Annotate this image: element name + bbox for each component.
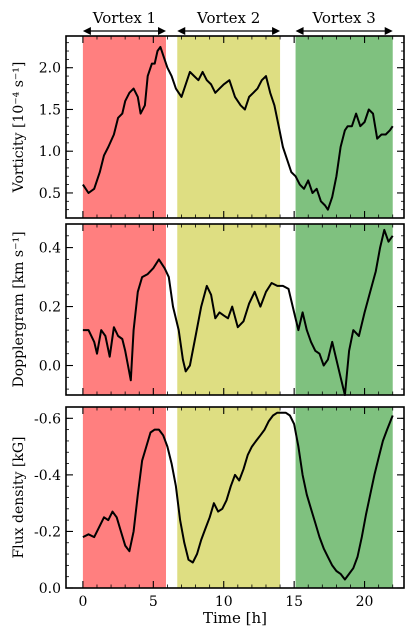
y-tick-label: 2.0 — [39, 61, 61, 77]
vortex-arrowhead-right-2 — [272, 27, 281, 35]
plot-frame — [65, 223, 405, 396]
y-axis-label: Vorticity [10⁻⁴ s⁻¹] — [11, 62, 27, 194]
vortex-band-2 — [177, 36, 281, 218]
vortex-label-3: Vortex 3 — [311, 9, 375, 27]
x-tick-label: 20 — [356, 594, 374, 610]
vortex-arrowhead-right-3 — [384, 27, 393, 35]
vortex-arrowhead-right-1 — [157, 27, 166, 35]
y-tick-label: -0.4 — [34, 468, 61, 484]
series-line-dopplergram — [82, 228, 394, 396]
plot-frame — [65, 35, 405, 219]
x-tick-label: 15 — [285, 594, 303, 610]
x-tick-label: 10 — [215, 594, 233, 610]
series-line-vorticity — [82, 45, 394, 211]
y-axis-label: Dopplergram [km s⁻¹] — [11, 231, 27, 387]
vortex-band-3 — [295, 407, 393, 588]
y-tick-label: 0.2 — [39, 300, 61, 316]
panel-dopplergram: 0.0 0.2 0.4 Dopplergram [km s⁻¹] — [11, 223, 405, 396]
y-tick-label: 0.0 — [39, 359, 61, 375]
vortex-labels: Vortex 1 Vortex 2 Vortex 3 — [82, 9, 393, 35]
y-tick-label: 0.5 — [39, 186, 61, 202]
panel-vorticity: 0.5 1.0 1.5 2.0 Vorticity [10⁻⁴ s⁻¹] — [11, 35, 405, 219]
vortex-arrowhead-left-3 — [295, 27, 304, 35]
y-tick-label: 1.0 — [39, 144, 61, 160]
x-axis-label: Time [h] — [203, 609, 267, 627]
x-tick-label: 0 — [78, 594, 87, 610]
plot-frame — [65, 406, 405, 589]
y-tick-label: -0.6 — [34, 411, 61, 427]
panel-flux-density: 0.0 -0.2 -0.4 -0.6 0 5 10 15 20 Flux density [kG] — [11, 406, 405, 610]
vortex-band-1 — [82, 407, 166, 588]
vortex-arrowhead-left-2 — [177, 27, 186, 35]
y-tick-label: 0.0 — [39, 581, 61, 597]
vortex-label-2: Vortex 2 — [196, 9, 260, 27]
vortex-arrowhead-left-1 — [82, 27, 91, 35]
y-tick-label: 0.4 — [39, 241, 61, 257]
y-tick-label: -0.2 — [34, 524, 61, 540]
series-line-flux-density — [82, 411, 394, 581]
vortex-band-1 — [82, 36, 166, 218]
vortex-band-2 — [177, 224, 281, 395]
y-tick-label: 1.5 — [39, 102, 61, 118]
vortex-band-3 — [295, 36, 393, 218]
x-tick-label: 5 — [149, 594, 158, 610]
vortex-band-3 — [295, 224, 393, 395]
vortex-band-1 — [82, 224, 166, 395]
vortex-label-1: Vortex 1 — [92, 9, 156, 27]
y-axis-label: Flux density [kG] — [11, 436, 27, 558]
